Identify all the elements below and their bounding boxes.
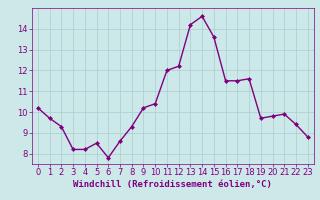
X-axis label: Windchill (Refroidissement éolien,°C): Windchill (Refroidissement éolien,°C) <box>73 180 272 189</box>
